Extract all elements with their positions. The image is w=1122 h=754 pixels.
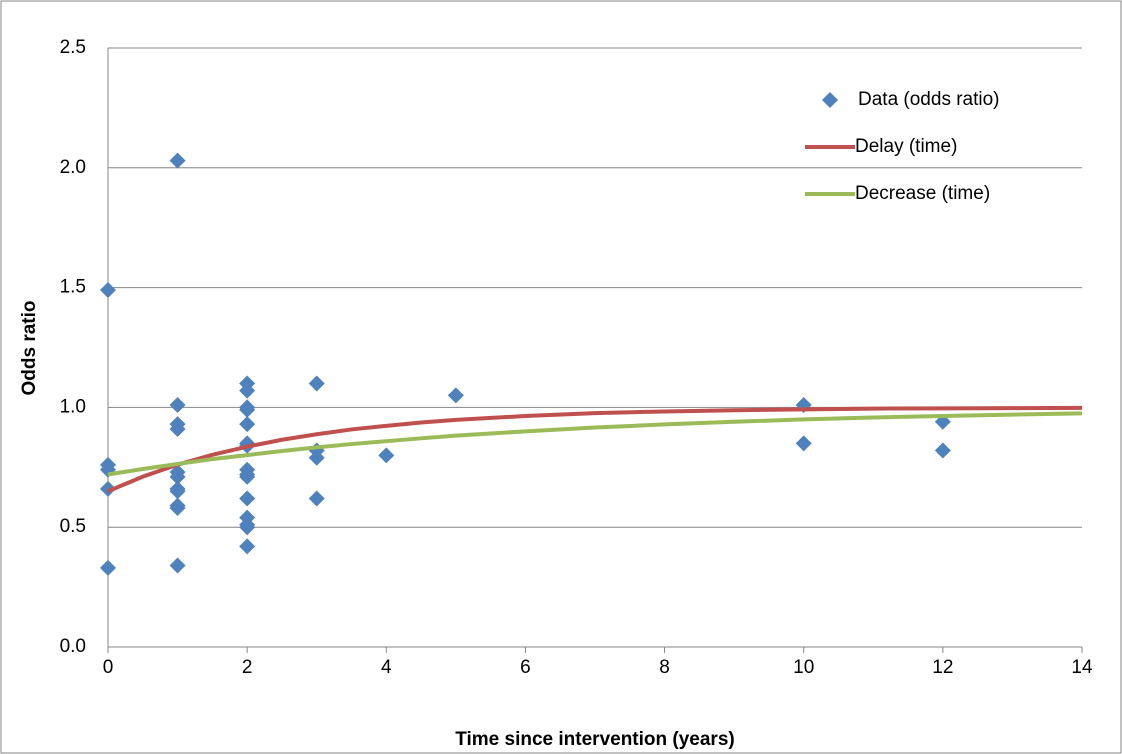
data-point xyxy=(239,468,256,485)
data-point xyxy=(239,382,256,399)
x-tick-label: 14 xyxy=(1071,657,1093,678)
y-axis-title: Odds ratio xyxy=(19,300,40,395)
legend-label: Delay (time) xyxy=(855,136,957,157)
data-point xyxy=(169,557,186,574)
y-tick-label: 1.0 xyxy=(60,396,86,417)
x-tick-label: 12 xyxy=(932,657,953,678)
data-point xyxy=(239,416,256,433)
data-point xyxy=(169,468,186,485)
legend-label: Data (odds ratio) xyxy=(858,89,1000,110)
y-tick-label: 1.5 xyxy=(60,277,86,298)
data-point xyxy=(308,449,325,466)
data-point xyxy=(169,500,186,517)
x-tick-label: 4 xyxy=(381,657,392,678)
y-tick-label: 0.0 xyxy=(60,636,86,657)
data-point xyxy=(239,538,256,555)
y-tick-label: 2.5 xyxy=(60,37,86,58)
data-point xyxy=(169,152,186,169)
data-point xyxy=(100,480,116,497)
y-tick-label: 0.5 xyxy=(60,516,86,537)
data-point xyxy=(239,490,256,507)
curve xyxy=(107,411,1083,477)
data-point xyxy=(169,420,186,437)
x-axis-title: Time since intervention (years) xyxy=(455,729,734,750)
x-tick-label: 6 xyxy=(520,657,531,678)
data-point xyxy=(100,281,116,298)
data-point xyxy=(934,442,951,459)
data-point xyxy=(308,375,325,392)
data-point xyxy=(169,483,186,500)
data-point xyxy=(100,559,116,576)
x-tick-label: 10 xyxy=(793,657,814,678)
legend-marker xyxy=(822,92,838,108)
data-point xyxy=(447,387,464,404)
data-point xyxy=(308,490,325,507)
data-point xyxy=(795,435,812,452)
x-tick-label: 2 xyxy=(242,657,253,678)
y-tick-label: 2.0 xyxy=(60,157,86,178)
x-tick-label: 0 xyxy=(103,657,114,678)
data-point xyxy=(239,401,256,418)
data-point xyxy=(169,397,186,414)
curve xyxy=(107,405,1083,494)
legend-label: Decrease (time) xyxy=(855,183,990,204)
data-point xyxy=(239,519,256,536)
x-tick-label: 8 xyxy=(659,657,670,678)
data-point xyxy=(378,447,395,464)
